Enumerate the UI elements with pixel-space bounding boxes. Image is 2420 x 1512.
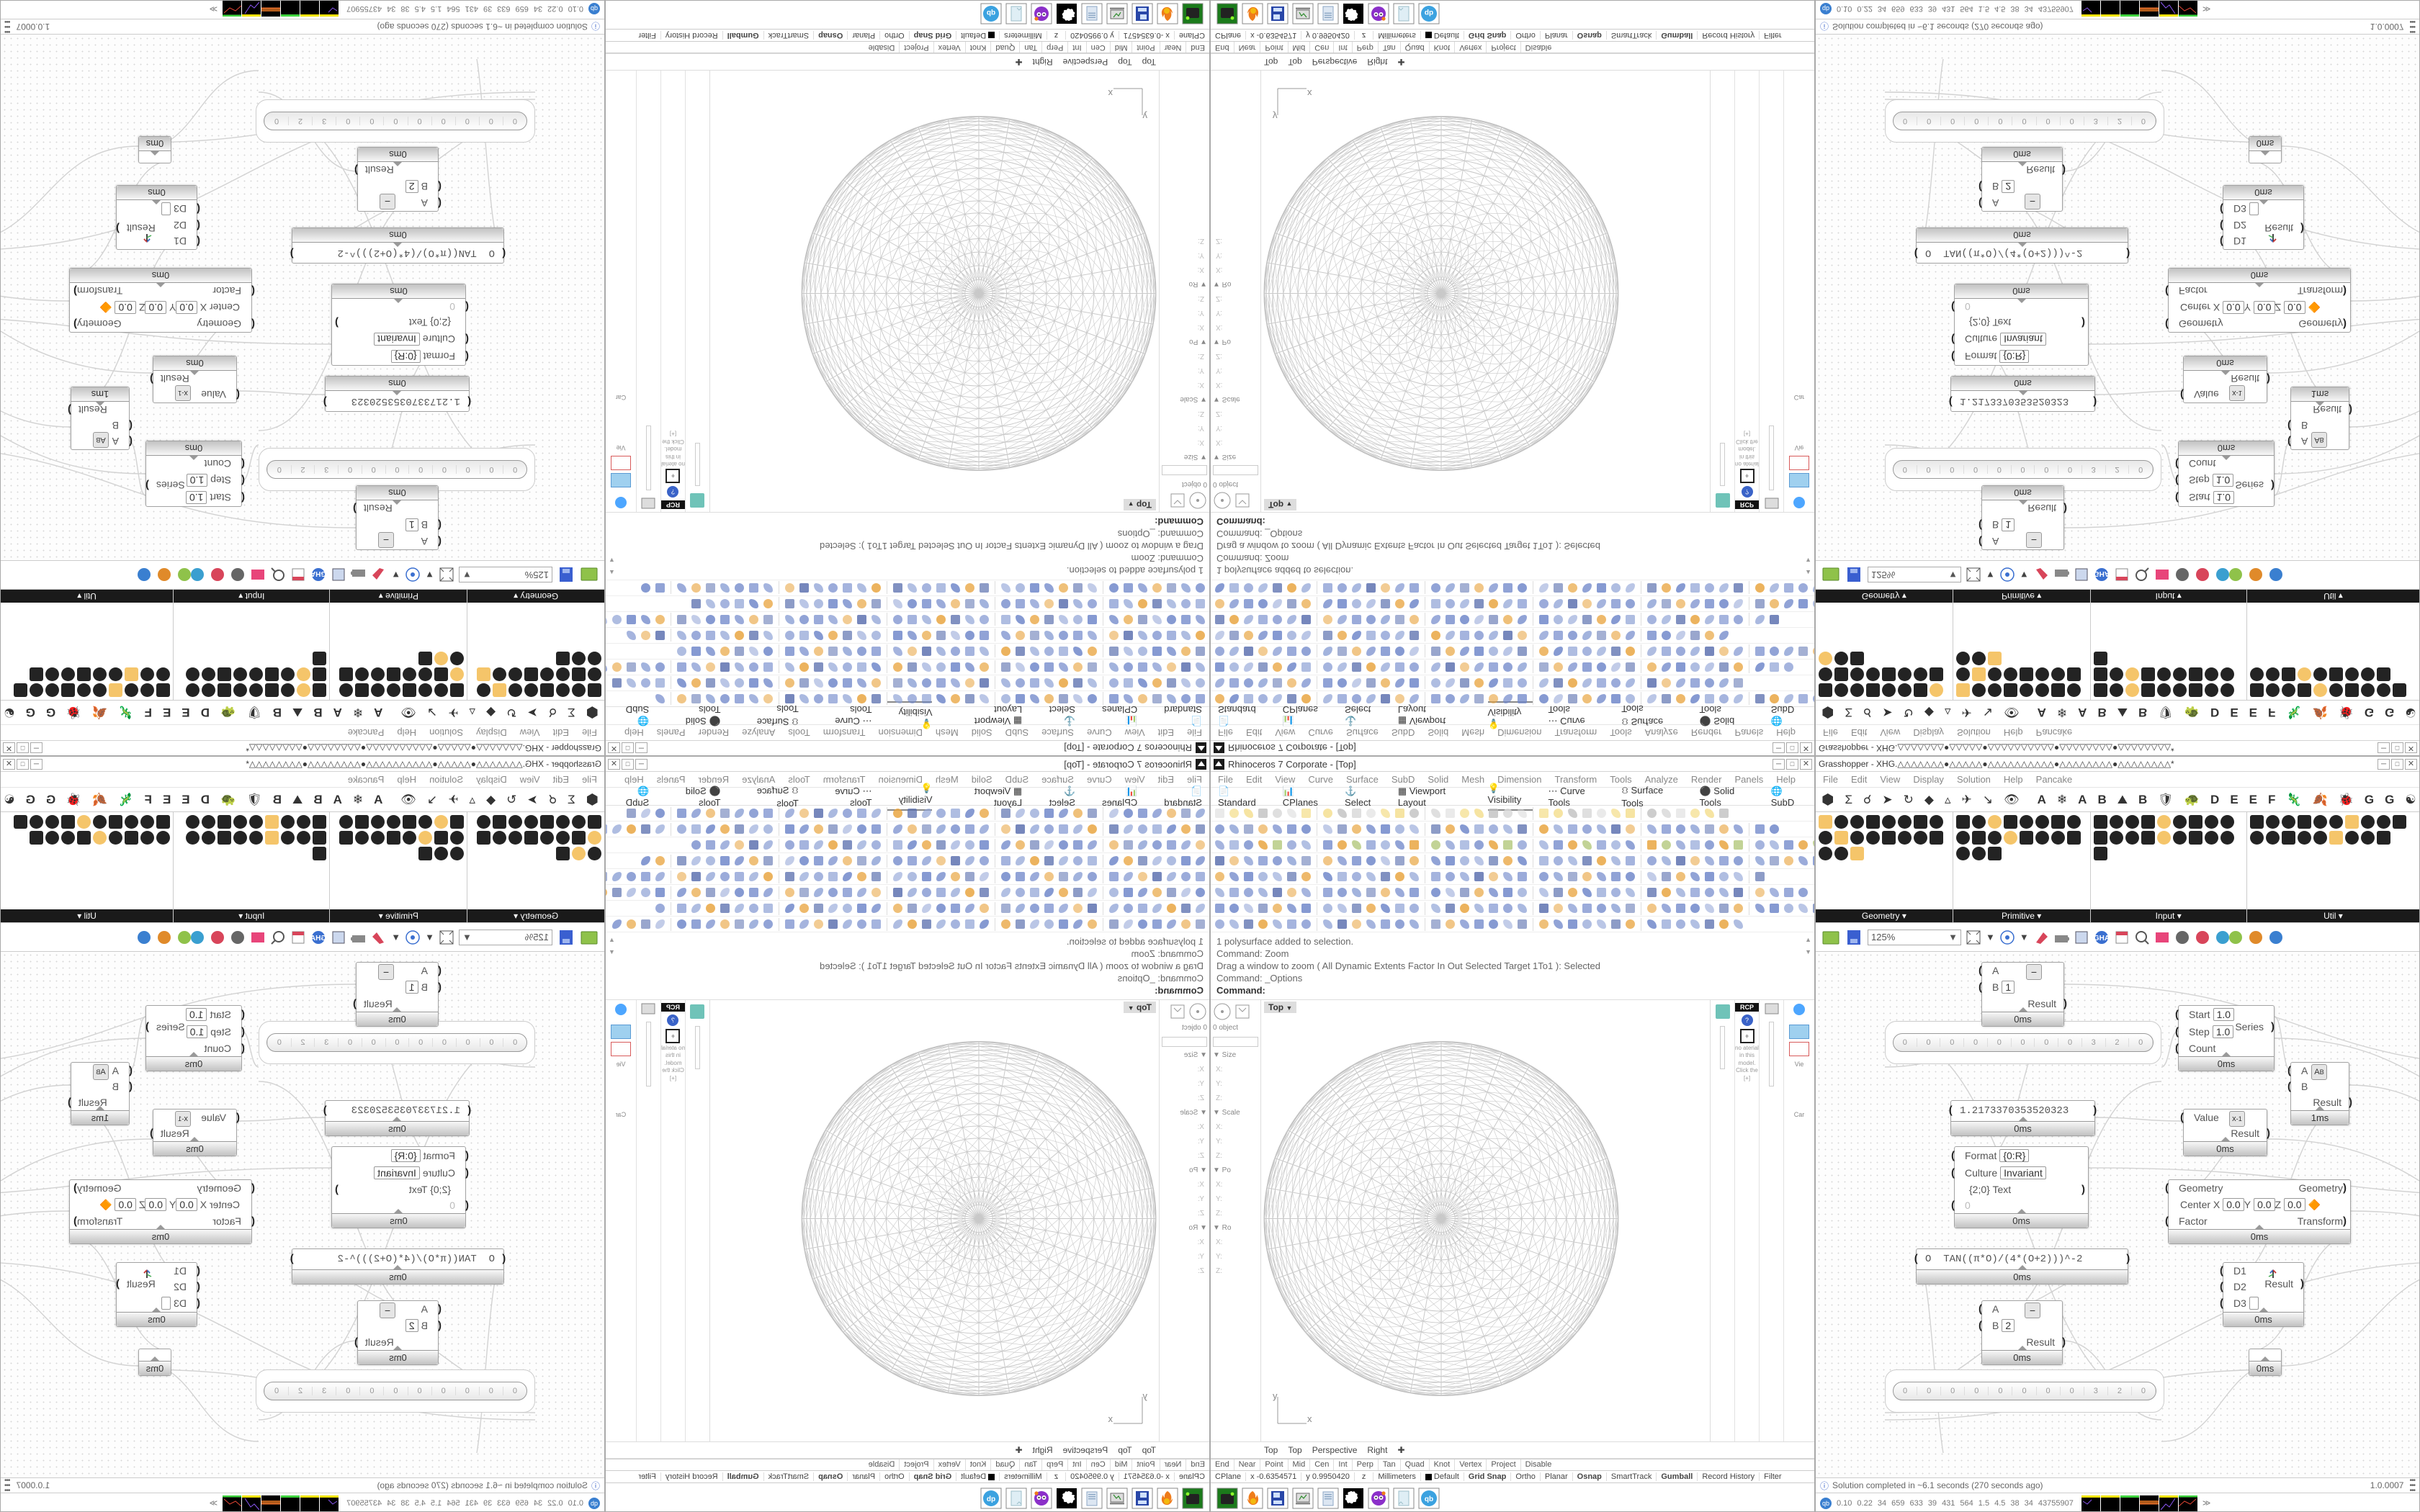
svg-text:GHA: GHA bbox=[2094, 570, 2110, 578]
svg-text:GHA: GHA bbox=[310, 935, 326, 942]
svg-text:qb: qb bbox=[1425, 1495, 1433, 1503]
svg-text:qb: qb bbox=[1425, 9, 1433, 17]
svg-text:GHA: GHA bbox=[2094, 935, 2110, 942]
svg-text:qb: qb bbox=[987, 1495, 995, 1503]
